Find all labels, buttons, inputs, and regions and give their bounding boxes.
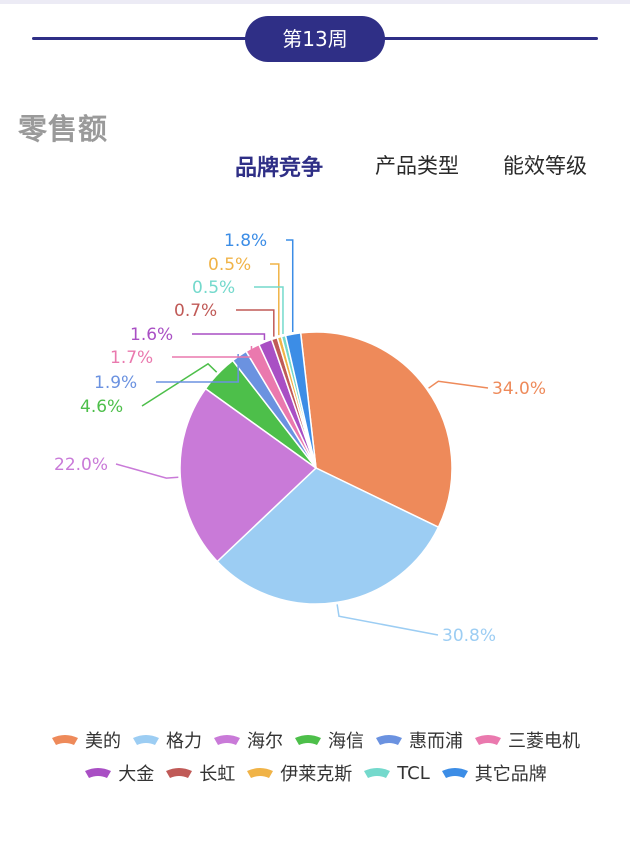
legend-item-8[interactable]: 长虹: [164, 760, 235, 786]
slice-label-5: 1.9%: [94, 373, 137, 393]
fan-swatch-icon: [295, 735, 321, 745]
fan-swatch-icon: [475, 735, 501, 745]
slice-label-6: 1.7%: [110, 348, 153, 368]
legend-label: 海尔: [247, 731, 283, 752]
legend-item-5[interactable]: 惠而浦: [374, 727, 463, 753]
leader-line-4: [141, 362, 218, 407]
leader-line-7: [192, 333, 266, 340]
week-badge[interactable]: 第13周: [245, 16, 385, 62]
legend-row: 大金 长虹 伊莱克斯 TCL 其它品牌: [0, 761, 630, 785]
legend-item-6[interactable]: 三菱电机: [473, 727, 580, 753]
legend-item-10[interactable]: TCL: [362, 763, 430, 784]
legend-row: 美的 格力 海尔 海信 惠而浦 三菱电机: [0, 728, 630, 752]
slice-label-4: 4.6%: [80, 397, 123, 417]
slice-label-1: 34.0%: [492, 379, 546, 399]
pie-slice-3[interactable]: [179, 387, 318, 563]
tab-product-type[interactable]: 产品类型: [375, 154, 459, 178]
pie-slice-11[interactable]: [284, 332, 317, 469]
legend-item-11[interactable]: 其它品牌: [440, 760, 547, 786]
slice-label-9: 0.5%: [208, 255, 251, 275]
fan-swatch-icon: [376, 735, 402, 745]
legend-item-2[interactable]: 格力: [131, 727, 202, 753]
leader-line-1: [428, 380, 489, 389]
fan-swatch-icon: [85, 768, 112, 778]
legend-label: 长虹: [199, 764, 236, 785]
legend-item-3[interactable]: 海尔: [212, 727, 283, 753]
legend-item-9[interactable]: 伊莱克斯: [245, 760, 352, 786]
section-title: 零售额: [18, 112, 109, 146]
leader-line-6: [172, 346, 253, 358]
fan-swatch-icon: [441, 768, 468, 778]
legend-item-4[interactable]: 海信: [293, 727, 364, 753]
legend-label: 大金: [118, 764, 155, 785]
legend-label: 格力: [166, 731, 202, 752]
leader-line-5: [156, 354, 239, 383]
slice-label-7: 1.6%: [130, 325, 173, 345]
pie-chart: 34.0% 30.8% 22.0% 4.6% 1.9% 1.7% 1.6%0.7% 0.5% 0…: [54, 231, 546, 646]
chart-legend: 美的 格力 海尔 海信 惠而浦 三菱电机 大金 长虹 伊莱克斯 TCL 其它品牌: [0, 728, 630, 794]
legend-item-1[interactable]: 美的: [50, 727, 121, 753]
fan-swatch-icon: [166, 768, 193, 778]
legend-label: 海信: [328, 731, 364, 752]
leader-line-8: [236, 309, 275, 337]
slice-label-10: 0.5%: [192, 278, 235, 298]
slice-label-11: 1.8%: [224, 231, 267, 251]
leader-line-2: [336, 604, 439, 636]
tab-energy-level[interactable]: 能效等级: [503, 154, 587, 178]
tab-brand-competition[interactable]: 品牌竞争: [235, 156, 324, 181]
legend-item-7[interactable]: 大金: [83, 760, 154, 786]
pie-slice-2[interactable]: [216, 467, 440, 605]
legend-label: TCL: [397, 762, 430, 784]
leader-line-10: [254, 286, 284, 335]
fan-swatch-icon: [214, 735, 240, 745]
legend-label: 三菱电机: [508, 731, 580, 752]
slice-label-8: 0.7%: [174, 301, 217, 321]
legend-label: 其它品牌: [474, 764, 547, 785]
tab-bar: 品牌竞争 产品类型 能效等级: [0, 150, 630, 186]
fan-swatch-icon: [52, 735, 78, 745]
fan-swatch-icon: [247, 768, 274, 778]
leader-line-3: [115, 463, 179, 479]
slice-label-2: 30.8%: [442, 626, 496, 646]
legend-label: 惠而浦: [409, 731, 463, 752]
legend-label: 伊莱克斯: [280, 764, 353, 785]
slice-label-3: 22.0%: [54, 455, 108, 475]
fan-swatch-icon: [133, 735, 159, 745]
fan-swatch-icon: [364, 768, 391, 778]
leader-line-11: [286, 239, 294, 332]
leader-line-9: [270, 263, 280, 336]
top-edge: [0, 0, 630, 4]
legend-label: 美的: [85, 731, 121, 752]
